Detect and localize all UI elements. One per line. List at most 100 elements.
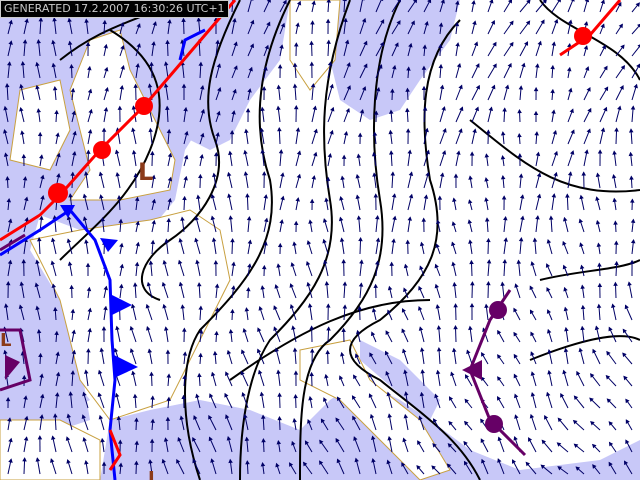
wind-arrow-head <box>309 325 314 330</box>
wind-arrow-head <box>358 282 364 287</box>
wind-arrow-head <box>71 329 76 335</box>
wind-arrow-head <box>161 281 167 287</box>
wind-arrow-head <box>594 325 600 331</box>
wind-arrow-head <box>151 198 156 204</box>
wind-arrow-head <box>324 373 329 379</box>
wind-arrow-head <box>356 215 362 220</box>
wind-arrow-head <box>99 194 104 199</box>
wind-arrow-head <box>375 215 380 220</box>
wind-arrow-head <box>50 458 55 463</box>
low-pressure-label: L <box>148 468 160 480</box>
wind-arrow-head <box>84 459 89 465</box>
wind-arrow-head <box>354 457 359 463</box>
wind-arrow-head <box>149 61 154 66</box>
cold-front-north <box>178 28 206 61</box>
wind-arrow-head <box>387 309 392 315</box>
wind-arrow-head <box>280 195 285 201</box>
wind-arrow-head <box>606 398 612 403</box>
wind-arrow-head <box>513 373 518 379</box>
front-symbols <box>5 27 592 433</box>
wind-arrow-head <box>394 42 399 48</box>
wind-arrow-head <box>117 439 123 444</box>
wind-arrow-head <box>480 418 485 424</box>
wind-arrow-head <box>118 462 123 467</box>
wind-arrow-head <box>275 462 280 468</box>
wind-arrow-head <box>575 466 581 471</box>
wind-arrow-head <box>228 150 233 156</box>
wind-arrow-head <box>244 436 250 441</box>
wind-arrow-head <box>133 172 139 178</box>
wind-arrow-head <box>178 281 184 287</box>
wind-arrow-head <box>147 83 153 88</box>
wind-arrow-head <box>518 237 524 242</box>
wind-arrow-head <box>326 0 331 3</box>
wind-arrow-head <box>403 369 408 374</box>
wind-arrow-head <box>23 436 29 441</box>
wind-arrow-head <box>601 44 606 50</box>
warm-front <box>0 0 237 242</box>
wind-arrow-head <box>604 86 609 92</box>
wind-arrow-head <box>421 65 427 70</box>
wind-arrow-head <box>244 128 249 134</box>
wind-arrow-head <box>437 195 443 200</box>
wind-arrow-head <box>293 104 299 110</box>
wind-arrow-head <box>406 66 411 71</box>
wind-arrow-head <box>546 328 552 334</box>
wind-arrow-head <box>369 413 375 419</box>
wind-arrow-head <box>71 349 77 355</box>
wind-arrow-head <box>212 350 218 356</box>
wind-arrow-head <box>162 303 167 309</box>
wind-arrow-head <box>260 462 266 467</box>
wind-arrow-head <box>536 172 542 178</box>
wind-arrow-head <box>246 286 251 292</box>
wind-arrow-head <box>210 193 216 199</box>
wind-arrow-head <box>178 237 183 243</box>
wind-arrow-head <box>578 218 584 224</box>
wind-arrow-head <box>149 371 154 376</box>
wind-arrow-head <box>469 259 474 265</box>
wind-arrow-head <box>3 105 8 111</box>
wind-arrow-head <box>307 303 313 308</box>
wind-arrow-head <box>309 61 315 66</box>
wind-arrow-head <box>530 261 535 266</box>
wind-arrow-head <box>82 216 88 221</box>
wind-arrow-head <box>419 347 425 352</box>
wind-arrow-head <box>210 458 215 463</box>
wind-arrow-head <box>69 284 74 290</box>
occluded-front-triangle <box>5 355 20 380</box>
wind-arrow-head <box>431 465 436 470</box>
wind-arrow-head <box>341 154 347 159</box>
wind-arrow-head <box>528 437 533 442</box>
wind-arrow-head <box>438 43 443 48</box>
wind-arrow-head <box>492 41 497 47</box>
wind-arrow-head <box>167 19 172 24</box>
wind-arrow-head <box>71 151 77 156</box>
wind-arrow-head <box>21 258 27 264</box>
isobar <box>184 0 291 480</box>
wind-arrow-head <box>562 369 567 375</box>
wind-arrow-head <box>291 440 296 446</box>
wind-arrow-head <box>250 19 255 25</box>
wind-arrow-head <box>361 86 367 91</box>
wind-arrow-head <box>458 84 463 90</box>
wind-arrow-head <box>325 18 331 23</box>
wind-arrow-head <box>261 438 266 443</box>
wind-arrow-head <box>180 216 185 221</box>
wind-arrow-head <box>134 261 140 267</box>
wind-arrow-head <box>458 128 463 133</box>
wind-arrow-head <box>401 462 406 467</box>
wind-arrow-head <box>486 259 492 264</box>
wind-arrow-head <box>351 395 357 400</box>
wind-arrow-head <box>98 171 104 177</box>
wind-arrow-head <box>547 369 552 375</box>
wind-arrow-head <box>514 414 519 419</box>
wind-arrow-head <box>304 440 310 446</box>
wind-arrow-head <box>533 86 539 92</box>
wind-arrow-head <box>597 282 603 288</box>
wind-arrow-head <box>7 417 12 422</box>
wind-arrow <box>247 0 252 13</box>
wind-arrow-head <box>210 215 216 221</box>
wind-arrow-head <box>308 395 313 401</box>
wind-arrow-head <box>551 193 557 198</box>
wind-arrow-head <box>341 327 346 333</box>
